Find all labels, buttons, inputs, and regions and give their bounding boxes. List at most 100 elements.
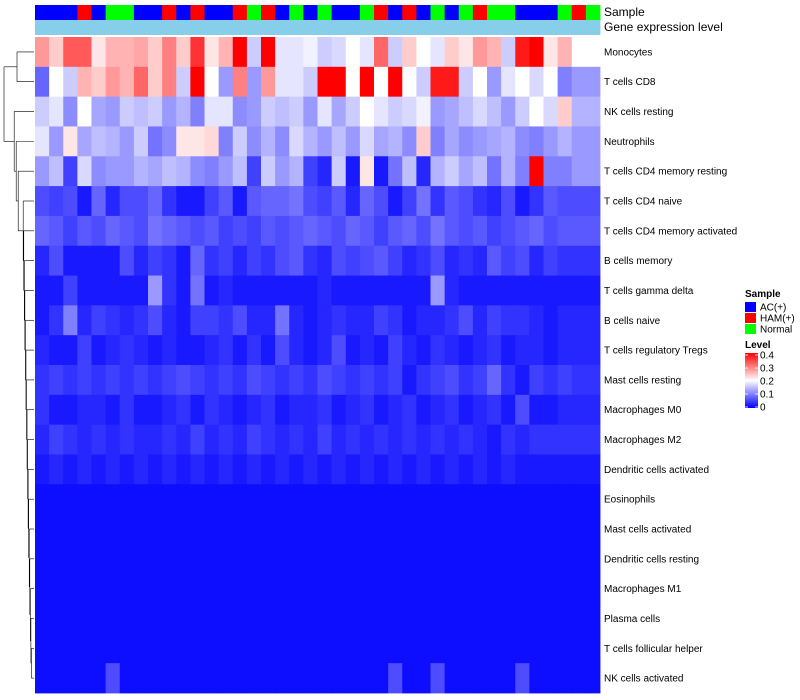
heatmap-cell — [529, 37, 544, 68]
heatmap-cell — [119, 96, 135, 127]
heatmap-cell — [571, 484, 587, 515]
heatmap-cell — [458, 305, 474, 336]
heatmap-cell — [515, 186, 530, 217]
heatmap-cell — [162, 663, 177, 694]
gene-expression-annotation-cell — [317, 20, 333, 35]
heatmap-cell — [289, 633, 304, 664]
sample-annotation-cell — [331, 5, 347, 20]
heatmap-cell — [148, 424, 163, 455]
heatmap-cell — [374, 96, 389, 127]
heatmap-cell — [77, 663, 92, 694]
sample-annotation-cell — [472, 5, 488, 20]
row-label: T cells follicular helper — [604, 644, 703, 655]
heatmap-cell — [529, 245, 544, 276]
heatmap-cell — [374, 245, 389, 276]
heatmap-cell — [359, 663, 375, 694]
heatmap-cell — [49, 633, 64, 664]
heatmap-cell — [402, 484, 417, 515]
heatmap-cell — [133, 484, 149, 515]
heatmap-cell — [487, 514, 502, 545]
heatmap-cell — [232, 66, 248, 98]
heatmap-cell — [416, 454, 431, 485]
heatmap-cell — [331, 245, 347, 276]
heatmap-cell — [543, 573, 559, 604]
heatmap-cell — [91, 424, 107, 455]
heatmap-cell — [133, 663, 149, 694]
heatmap-cell — [345, 66, 361, 98]
heatmap-cell — [91, 126, 107, 157]
heatmap-cell — [444, 603, 460, 634]
heatmap-cell — [585, 424, 601, 455]
heatmap-cell — [176, 156, 191, 187]
heatmap-cell — [91, 365, 107, 396]
heatmap-cell — [345, 663, 361, 694]
heatmap-cell — [487, 245, 502, 276]
heatmap-cell — [557, 126, 573, 157]
heatmap-cell — [246, 424, 262, 455]
heatmap-cell — [63, 573, 78, 604]
heatmap-cell — [501, 663, 516, 694]
heatmap-cell — [303, 365, 318, 396]
legend-sample-label: HAM(+) — [760, 314, 795, 325]
sample-annotation-cell — [119, 5, 135, 20]
heatmap-cell — [77, 424, 92, 455]
sample-annotation-cell — [133, 5, 149, 20]
heatmap-cell — [77, 37, 92, 68]
gene-expression-annotation-cell — [162, 20, 177, 35]
heatmap-cell — [63, 543, 78, 575]
heatmap-cell — [105, 424, 121, 455]
heatmap-cell — [317, 245, 333, 276]
heatmap-cell — [148, 633, 163, 664]
heatmap-cell — [289, 37, 304, 68]
heatmap-cell — [571, 245, 587, 276]
heatmap-cell — [317, 37, 333, 68]
heatmap-cell — [49, 156, 64, 187]
heatmap-cell — [571, 126, 587, 157]
heatmap-cell — [133, 424, 149, 455]
heatmap-cell — [430, 305, 446, 336]
heatmap-cell — [303, 454, 318, 485]
gene-expression-annotation-cell — [331, 20, 347, 35]
heatmap-cell — [261, 603, 276, 634]
heatmap-cell — [218, 424, 234, 455]
heatmap-cell — [402, 245, 417, 276]
heatmap-cell — [501, 126, 516, 157]
heatmap-cell — [176, 245, 191, 276]
heatmap-cell — [162, 484, 177, 515]
sample-annotation-cell — [359, 5, 375, 20]
heatmap-cell — [133, 454, 149, 485]
heatmap-cell — [557, 96, 573, 127]
heatmap-cell — [63, 275, 78, 306]
heatmap-cell — [571, 215, 587, 247]
heatmap-cell — [133, 305, 149, 336]
heatmap-cell — [557, 335, 573, 366]
heatmap-cell — [374, 66, 389, 98]
heatmap-cell — [105, 275, 121, 306]
heatmap-cell — [515, 66, 530, 98]
heatmap-cell — [275, 215, 290, 247]
heatmap-cell — [317, 424, 333, 455]
heatmap-cell — [487, 305, 502, 336]
gene-expression-annotation-cell — [119, 20, 135, 35]
heatmap-cell — [148, 365, 163, 396]
heatmap-cell — [105, 394, 121, 426]
heatmap-cell — [458, 186, 474, 217]
heatmap-cell — [345, 96, 361, 127]
heatmap-cell — [105, 543, 121, 575]
heatmap-cell — [77, 335, 92, 366]
heatmap-cell — [190, 603, 205, 634]
heatmap-cell — [331, 484, 347, 515]
heatmap-cell — [261, 126, 276, 157]
gene-expression-annotation-cell — [190, 20, 205, 35]
heatmap-cell — [444, 484, 460, 515]
heatmap-cell — [472, 394, 488, 426]
heatmap-cell — [246, 543, 262, 575]
heatmap-cell — [190, 186, 205, 217]
heatmap-cell — [289, 215, 304, 247]
heatmap-cell — [543, 126, 559, 157]
heatmap-cell — [246, 245, 262, 276]
heatmap-cell — [148, 275, 163, 306]
heatmap-cell — [458, 394, 474, 426]
heatmap-cell — [105, 633, 121, 664]
heatmap-cell — [190, 543, 205, 575]
